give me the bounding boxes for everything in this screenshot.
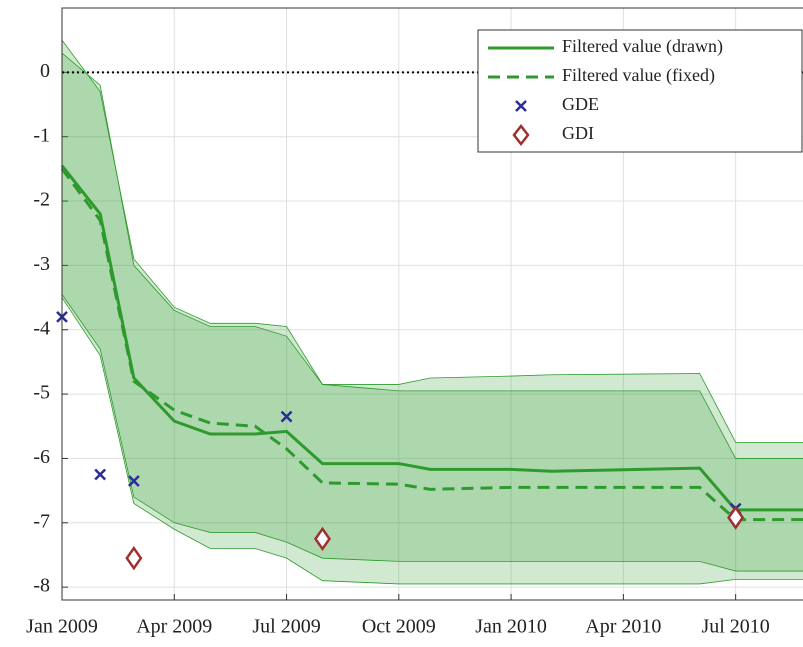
x-tick-label: Jul 2009 — [252, 616, 320, 638]
y-tick-label: -4 — [33, 317, 50, 339]
x-tick-label: Apr 2009 — [136, 616, 212, 638]
confidence-band — [62, 53, 803, 584]
y-tick-label: -7 — [33, 510, 50, 532]
x-stroke — [94, 468, 107, 481]
x-tick-label: Jul 2010 — [701, 616, 769, 638]
series-line — [60, 164, 803, 512]
y-tick-label: -2 — [33, 189, 50, 211]
gdi-marker — [125, 545, 143, 571]
legend-box — [477, 29, 803, 153]
y-tick-label: 0 — [40, 60, 50, 82]
gde-marker — [280, 410, 293, 423]
x-tick-label: Oct 2009 — [362, 616, 436, 638]
y-tick-label: -3 — [33, 253, 50, 275]
confidence-band — [62, 40, 803, 572]
x-tick-label: Jan 2009 — [26, 616, 98, 638]
legend-diamond — [512, 123, 530, 147]
legend-label: GDE — [562, 94, 599, 114]
y-tick-label: -6 — [33, 446, 50, 468]
x-stroke — [127, 475, 140, 487]
x-tick-label: Jan 2010 — [475, 616, 547, 638]
y-tick-label: -5 — [33, 382, 50, 404]
legend: Filtered value (drawn) Filtered value (fi… — [477, 29, 803, 153]
legend-label: GDI — [562, 123, 594, 143]
axis-frame — [61, 7, 803, 601]
gde-marker — [94, 468, 107, 481]
y-tick-label: -8 — [33, 575, 50, 597]
legend-label: Filtered value (fixed) — [562, 65, 715, 86]
legend-swatch — [512, 123, 530, 147]
band-edge — [61, 294, 803, 572]
legend-label: Filtered value (drawn) — [562, 36, 723, 57]
gdi-marker — [313, 526, 331, 552]
legend-x — [515, 100, 527, 112]
x-stroke — [280, 410, 293, 423]
band-edge — [61, 52, 803, 459]
y-tick-label: -1 — [33, 124, 50, 146]
gde-marker — [127, 475, 140, 487]
x-tick-label: Apr 2010 — [585, 616, 661, 638]
gdi-marker — [727, 505, 745, 530]
band-edge — [61, 297, 803, 585]
legend-swatch — [515, 100, 527, 112]
